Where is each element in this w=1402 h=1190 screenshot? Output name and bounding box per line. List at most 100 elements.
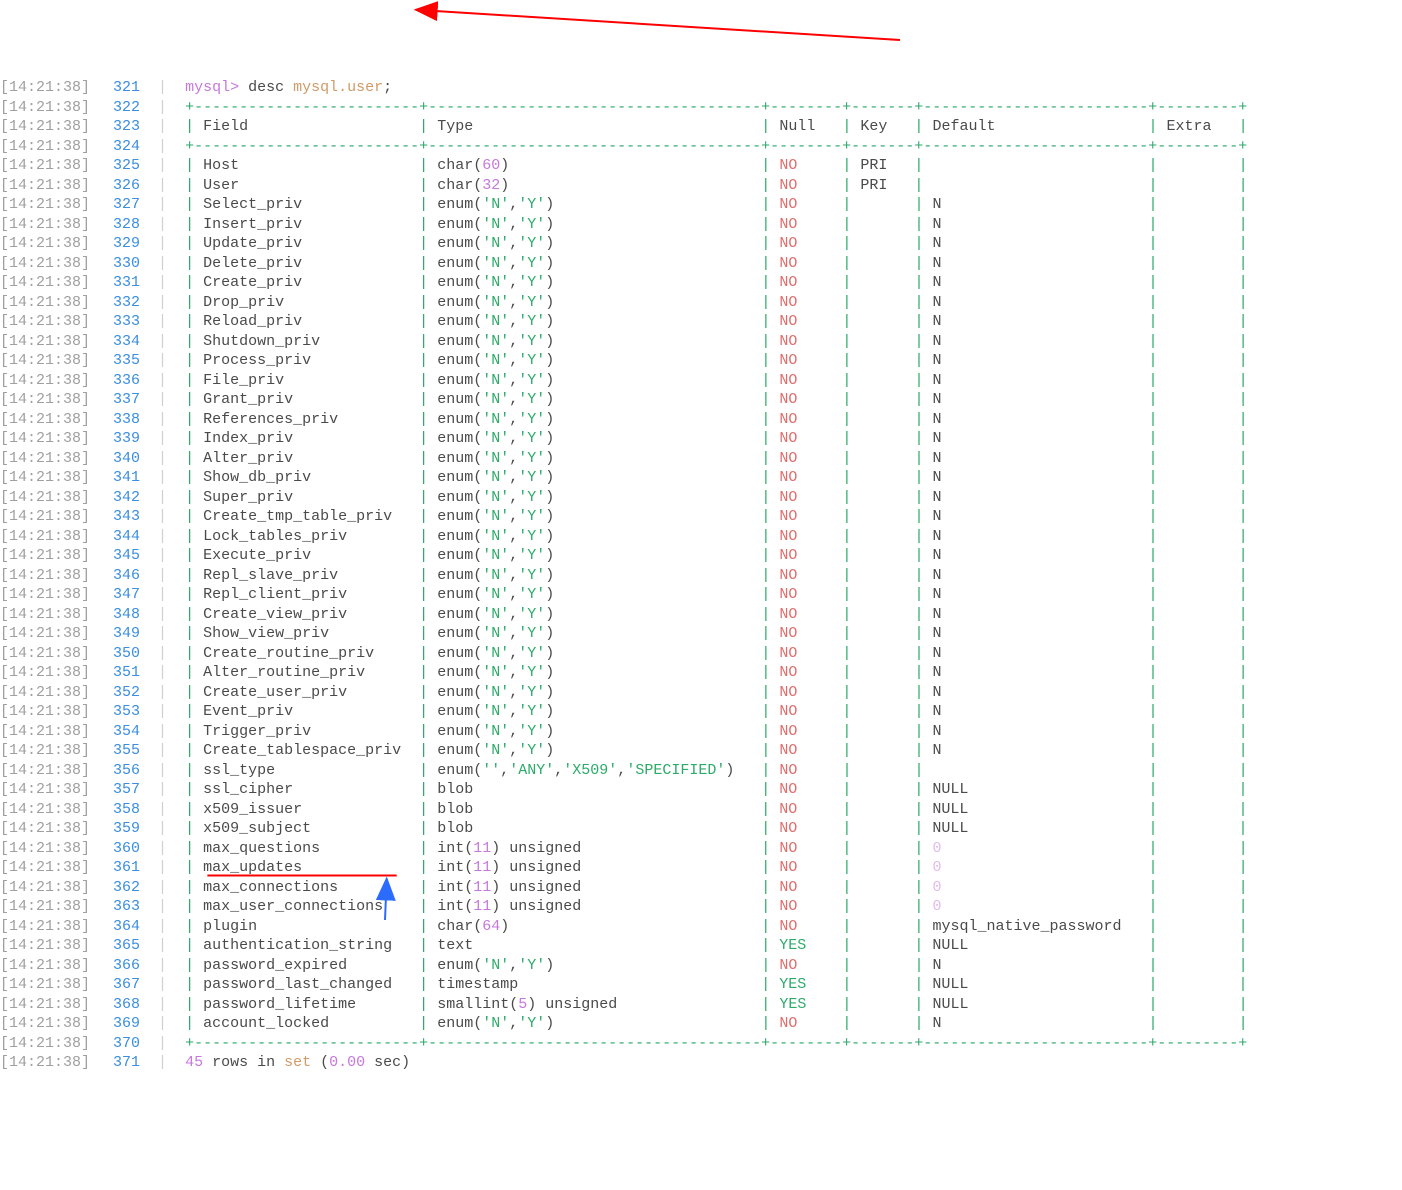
field-cell: max_connections: [203, 879, 410, 896]
table-row: [14:21:38] 363 | | max_user_connections …: [0, 897, 1402, 917]
field-cell: Create_tablespace_priv: [203, 742, 410, 759]
field-cell: Insert_priv: [203, 216, 410, 233]
table-row: [14:21:38] 366 | | password_expired | en…: [0, 956, 1402, 976]
line-number: 361: [108, 858, 140, 878]
field-cell: account_locked: [203, 1015, 410, 1032]
field-cell: References_priv: [203, 411, 410, 428]
field-cell: authentication_string: [203, 937, 410, 954]
table-row: [14:21:38] 367 | | password_last_changed…: [0, 975, 1402, 995]
table-header: [14:21:38] 323 | | Field | Type | Null |…: [0, 117, 1402, 137]
line-number: 337: [108, 390, 140, 410]
line-number: 346: [108, 566, 140, 586]
timestamp: [14:21:38]: [0, 508, 90, 525]
table-row: [14:21:38] 347 | | Repl_client_priv | en…: [0, 585, 1402, 605]
table-row: [14:21:38] 330 | | Delete_priv | enum('N…: [0, 254, 1402, 274]
timestamp: [14:21:38]: [0, 703, 90, 720]
timestamp: [14:21:38]: [0, 606, 90, 623]
line-number: 321: [108, 78, 140, 98]
field-cell: x509_subject: [203, 820, 410, 837]
timestamp: [14:21:38]: [0, 937, 90, 954]
line-number: 336: [108, 371, 140, 391]
timestamp: [14:21:38]: [0, 177, 90, 194]
table-row: [14:21:38] 349 | | Show_view_priv | enum…: [0, 624, 1402, 644]
field-cell: password_lifetime: [203, 996, 410, 1013]
line-number: 356: [108, 761, 140, 781]
field-cell: x509_issuer: [203, 801, 410, 818]
table-row: [14:21:38] 337 | | Grant_priv | enum('N'…: [0, 390, 1402, 410]
field-cell: Delete_priv: [203, 255, 410, 272]
timestamp: [14:21:38]: [0, 645, 90, 662]
table-row: [14:21:38] 359 | | x509_subject | blob |…: [0, 819, 1402, 839]
field-cell: Drop_priv: [203, 294, 410, 311]
line-number: 365: [108, 936, 140, 956]
timestamp: [14:21:38]: [0, 216, 90, 233]
table-row: [14:21:38] 325 | | Host | char(60) | NO …: [0, 156, 1402, 176]
field-cell: plugin: [203, 918, 410, 935]
line-number: 331: [108, 273, 140, 293]
field-cell: Grant_priv: [203, 391, 410, 408]
line-number: 349: [108, 624, 140, 644]
line-number: 324: [108, 137, 140, 157]
timestamp: [14:21:38]: [0, 528, 90, 545]
line-number: 323: [108, 117, 140, 137]
field-cell: Update_priv: [203, 235, 410, 252]
table-row: [14:21:38] 346 | | Repl_slave_priv | enu…: [0, 566, 1402, 586]
table-row: [14:21:38] 361 | | max_updates | int(11)…: [0, 858, 1402, 878]
table-row: [14:21:38] 338 | | References_priv | enu…: [0, 410, 1402, 430]
timestamp: [14:21:38]: [0, 898, 90, 915]
line-number: 350: [108, 644, 140, 664]
line-number: 335: [108, 351, 140, 371]
timestamp: [14:21:38]: [0, 372, 90, 389]
timestamp: [14:21:38]: [0, 742, 90, 759]
field-cell: Show_db_priv: [203, 469, 410, 486]
timestamp: [14:21:38]: [0, 879, 90, 896]
timestamp: [14:21:38]: [0, 333, 90, 350]
line-number: 362: [108, 878, 140, 898]
timestamp: [14:21:38]: [0, 625, 90, 642]
timestamp: [14:21:38]: [0, 118, 90, 135]
line-number: 333: [108, 312, 140, 332]
line-number: 353: [108, 702, 140, 722]
line-number: 368: [108, 995, 140, 1015]
table-row: [14:21:38] 345 | | Execute_priv | enum('…: [0, 546, 1402, 566]
table-row: [14:21:38] 351 | | Alter_routine_priv | …: [0, 663, 1402, 683]
timestamp: [14:21:38]: [0, 274, 90, 291]
line-number: 325: [108, 156, 140, 176]
table-row: [14:21:38] 329 | | Update_priv | enum('N…: [0, 234, 1402, 254]
timestamp: [14:21:38]: [0, 99, 90, 116]
field-cell: password_last_changed: [203, 976, 410, 993]
table-row: [14:21:38] 341 | | Show_db_priv | enum('…: [0, 468, 1402, 488]
line-number: 342: [108, 488, 140, 508]
field-cell: Create_view_priv: [203, 606, 410, 623]
table-row: [14:21:38] 343 | | Create_tmp_table_priv…: [0, 507, 1402, 527]
timestamp: [14:21:38]: [0, 1054, 90, 1071]
timestamp: [14:21:38]: [0, 840, 90, 857]
line-number: 328: [108, 215, 140, 235]
table-row: [14:21:38] 355 | | Create_tablespace_pri…: [0, 741, 1402, 761]
timestamp: [14:21:38]: [0, 684, 90, 701]
table-row: [14:21:38] 368 | | password_lifetime | s…: [0, 995, 1402, 1015]
field-cell: Select_priv: [203, 196, 410, 213]
field-cell: Execute_priv: [203, 547, 410, 564]
table-row: [14:21:38] 365 | | authentication_string…: [0, 936, 1402, 956]
timestamp: [14:21:38]: [0, 976, 90, 993]
table-row: [14:21:38] 342 | | Super_priv | enum('N'…: [0, 488, 1402, 508]
field-cell: File_priv: [203, 372, 410, 389]
timestamp: [14:21:38]: [0, 255, 90, 272]
timestamp: [14:21:38]: [0, 1015, 90, 1032]
table-row: [14:21:38] 332 | | Drop_priv | enum('N',…: [0, 293, 1402, 313]
line-number: 330: [108, 254, 140, 274]
timestamp: [14:21:38]: [0, 411, 90, 428]
field-cell: Reload_priv: [203, 313, 410, 330]
timestamp: [14:21:38]: [0, 450, 90, 467]
field-cell: Index_priv: [203, 430, 410, 447]
line-number: 341: [108, 468, 140, 488]
table-row: [14:21:38] 360 | | max_questions | int(1…: [0, 839, 1402, 859]
rows-in-set: [14:21:38] 371 | 45 rows in set (0.00 se…: [0, 1053, 1402, 1073]
table-row: [14:21:38] 350 | | Create_routine_priv |…: [0, 644, 1402, 664]
table-row: [14:21:38] 362 | | max_connections | int…: [0, 878, 1402, 898]
line-number: 329: [108, 234, 140, 254]
table-sep: [14:21:38] 322 | +----------------------…: [0, 98, 1402, 118]
table-row: [14:21:38] 327 | | Select_priv | enum('N…: [0, 195, 1402, 215]
timestamp: [14:21:38]: [0, 586, 90, 603]
